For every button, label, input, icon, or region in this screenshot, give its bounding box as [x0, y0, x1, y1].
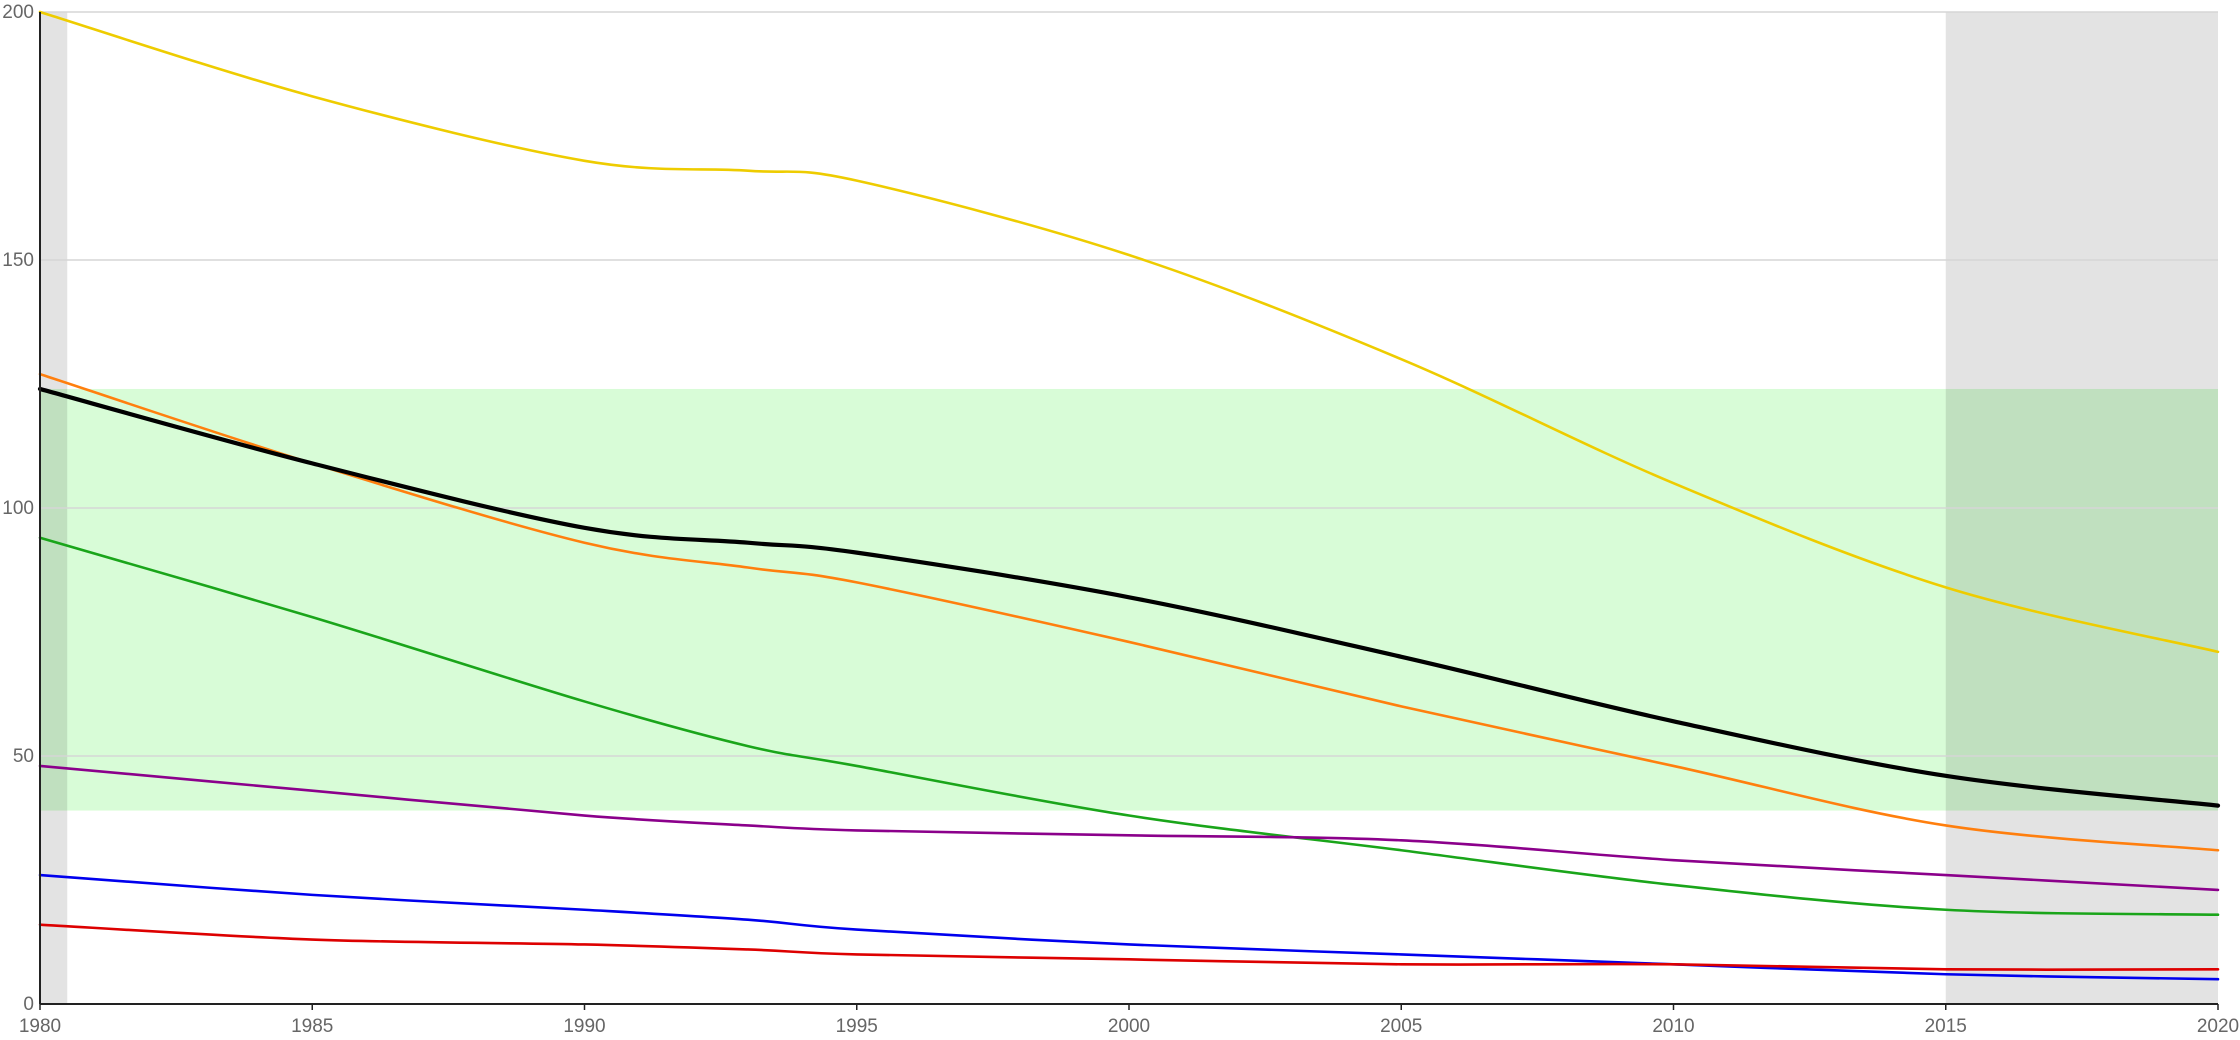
- series-line-1: [38, 10, 2220, 654]
- x-tick-label: 1985: [291, 1016, 333, 1037]
- x-tick-label: 2005: [1380, 1016, 1422, 1037]
- gridlines: [40, 11, 2218, 757]
- x-tick-label: 1990: [563, 1016, 605, 1037]
- x-tick-label: 2015: [1925, 1016, 1967, 1037]
- x-tick-label: 2010: [1652, 1016, 1694, 1037]
- y-tick-label: 100: [2, 498, 34, 519]
- series-line-2: [38, 372, 2220, 852]
- series-line-4: [38, 536, 2220, 917]
- x-tick-label: 1980: [19, 1016, 61, 1037]
- y-tick-label: 150: [2, 250, 34, 271]
- x-tick-label: 2000: [1108, 1016, 1150, 1037]
- x-tick-label: 1995: [836, 1016, 878, 1037]
- x-tick-label: 2020: [2197, 1016, 2239, 1037]
- axes: [39, 12, 2219, 1010]
- y-tick-label: 50: [13, 746, 34, 767]
- y-tick-label: 200: [2, 2, 34, 23]
- series-line-7: [38, 923, 2220, 971]
- series-line-5: [38, 764, 2220, 892]
- y-tick-label: 0: [23, 994, 34, 1015]
- series-lines: [37, 10, 2221, 981]
- series-line-6: [38, 873, 2220, 981]
- background-band-1: [40, 388, 2218, 811]
- series-line-3: [37, 386, 2221, 808]
